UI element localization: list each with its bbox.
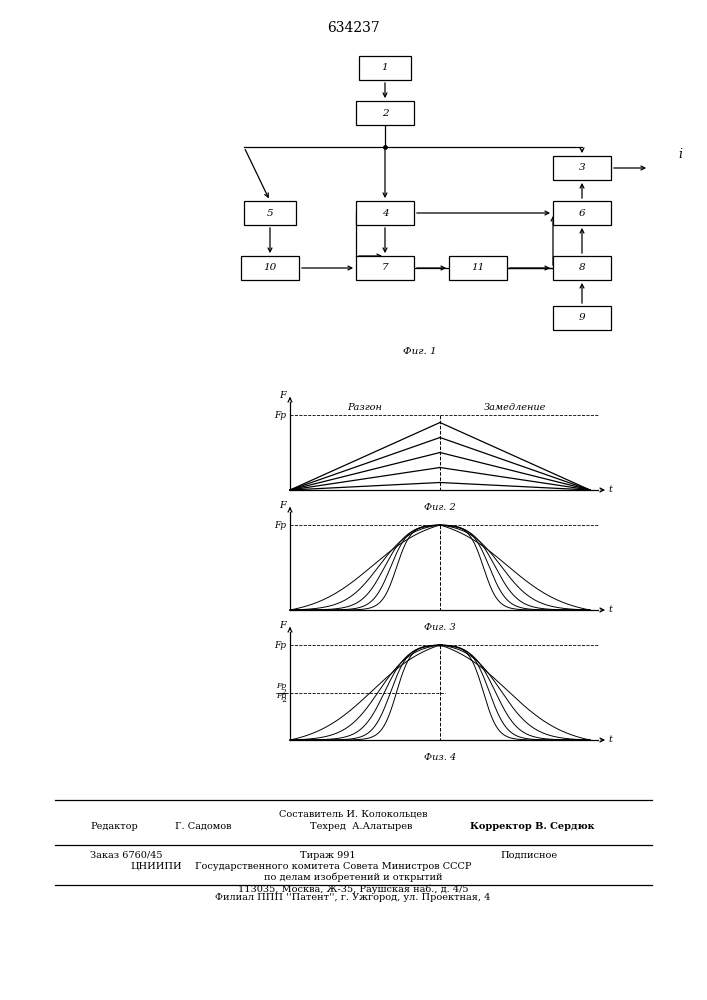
Text: 6: 6: [579, 209, 585, 218]
Text: 8: 8: [579, 263, 585, 272]
Text: 10: 10: [264, 263, 276, 272]
Text: F: F: [279, 621, 286, 631]
Text: Fp: Fp: [276, 682, 286, 690]
FancyBboxPatch shape: [553, 156, 611, 180]
Text: 634237: 634237: [327, 21, 380, 35]
Text: Подписное: Подписное: [500, 851, 557, 860]
Text: t: t: [608, 486, 612, 494]
Text: 2: 2: [382, 108, 388, 117]
Text: 3: 3: [579, 163, 585, 172]
Text: i: i: [678, 148, 682, 161]
Text: 9: 9: [579, 314, 585, 322]
FancyBboxPatch shape: [356, 201, 414, 225]
FancyBboxPatch shape: [241, 256, 299, 280]
Text: Замедление: Замедление: [484, 403, 547, 412]
Text: Филиал ППП ''Патент'', г. Ужгород, ул. Проектная, 4: Филиал ППП ''Патент'', г. Ужгород, ул. П…: [216, 893, 491, 902]
Text: Разгон: Разгон: [348, 403, 382, 412]
Text: Заказ 6760/45: Заказ 6760/45: [90, 851, 163, 860]
Text: 113035, Москва, Ж-35, Раушская наб., д. 4/5: 113035, Москва, Ж-35, Раушская наб., д. …: [238, 884, 468, 894]
Text: 2: 2: [281, 696, 286, 704]
Text: 11: 11: [472, 263, 484, 272]
Text: t: t: [608, 605, 612, 614]
Text: Редактор: Редактор: [90, 822, 138, 831]
Text: по делам изобретений и открытий: по делам изобретений и открытий: [264, 873, 443, 882]
Text: F: F: [279, 502, 286, 510]
Text: Фиг. 3: Фиг. 3: [424, 624, 456, 633]
Text: Fp: Fp: [274, 641, 286, 650]
Text: 7: 7: [382, 263, 388, 272]
Text: F: F: [279, 391, 286, 400]
Text: 5: 5: [267, 209, 274, 218]
Text: Fp: Fp: [274, 410, 286, 420]
FancyBboxPatch shape: [359, 56, 411, 80]
Text: Fp: Fp: [274, 520, 286, 530]
Text: Fp: Fp: [276, 692, 286, 700]
FancyBboxPatch shape: [244, 201, 296, 225]
Text: Фиг. 1: Фиг. 1: [403, 348, 437, 357]
Text: t: t: [608, 736, 612, 744]
Text: 2: 2: [281, 688, 286, 696]
Text: Корректор В. Сердюк: Корректор В. Сердюк: [470, 822, 595, 831]
Text: Фиг. 2: Фиг. 2: [424, 504, 456, 512]
Text: 1: 1: [382, 64, 388, 73]
FancyBboxPatch shape: [356, 101, 414, 125]
Text: Физ. 4: Физ. 4: [424, 754, 456, 762]
FancyBboxPatch shape: [553, 306, 611, 330]
Text: Тираж 991: Тираж 991: [300, 851, 356, 860]
FancyBboxPatch shape: [553, 256, 611, 280]
Text: Г. Садомов: Г. Садомов: [175, 822, 231, 831]
FancyBboxPatch shape: [553, 201, 611, 225]
Text: Техред  А.Алатырев: Техред А.Алатырев: [310, 822, 412, 831]
Text: Составитель И. Колокольцев: Составитель И. Колокольцев: [279, 810, 427, 819]
FancyBboxPatch shape: [356, 256, 414, 280]
Text: Государственного комитета Совета Министров СССР: Государственного комитета Совета Министр…: [195, 862, 472, 871]
FancyBboxPatch shape: [449, 256, 507, 280]
Text: 4: 4: [382, 209, 388, 218]
Text: ЦНИИПИ: ЦНИИПИ: [130, 862, 182, 871]
